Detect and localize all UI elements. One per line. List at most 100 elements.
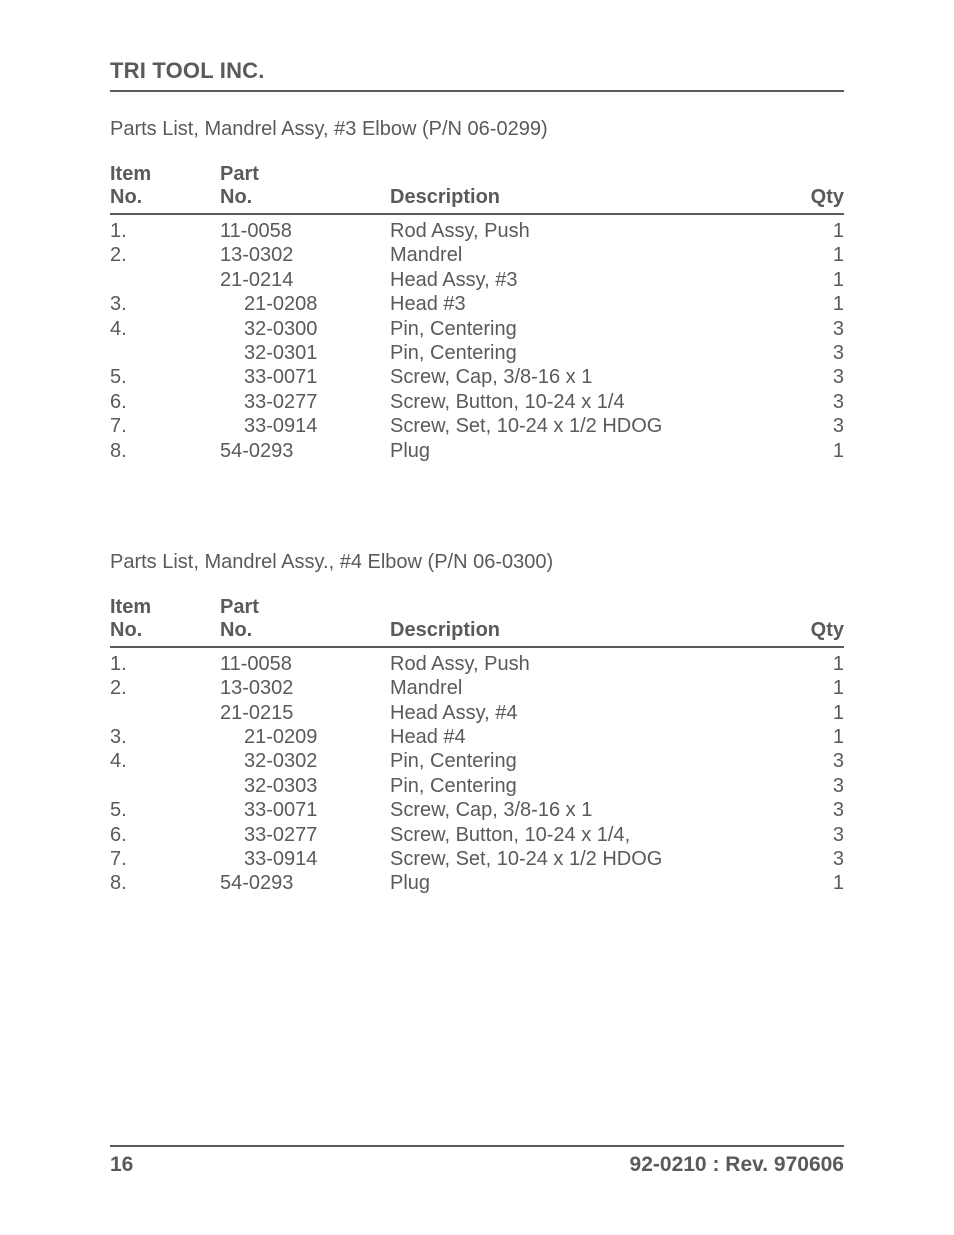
cell-item-no: 8.	[110, 871, 220, 895]
cell-item-no: 1.	[110, 647, 220, 676]
page-number: 16	[110, 1153, 133, 1177]
col-header-line2: Description	[390, 619, 500, 641]
cell-description: Rod Assy, Push	[390, 214, 784, 243]
col-header-line2: Description	[390, 186, 500, 208]
table-row: 4.32-0302Pin, Centering3	[110, 749, 844, 773]
cell-qty: 3	[784, 847, 844, 871]
cell-qty: 1	[784, 268, 844, 292]
col-header-qty: Qty	[784, 163, 844, 214]
table-row: 32-0303Pin, Centering3	[110, 774, 844, 798]
company-header: TRI TOOL INC.	[110, 58, 844, 92]
col-header-line2: No.	[110, 186, 142, 208]
table-row: 7.33-0914Screw, Set, 10-24 x 1/2 HDOG3	[110, 847, 844, 871]
parts-table: Item No. Part No. Description Qty 1.11-0…	[110, 163, 844, 463]
cell-item-no: 4.	[110, 317, 220, 341]
cell-qty: 1	[784, 243, 844, 267]
cell-part-no: 33-0914	[220, 414, 390, 438]
col-header-item: Item No.	[110, 596, 220, 647]
cell-part-no: 13-0302	[220, 676, 390, 700]
table-row: 21-0214Head Assy, #31	[110, 268, 844, 292]
parts-table: Item No. Part No. Description Qty 1.11-0…	[110, 596, 844, 896]
cell-qty: 1	[784, 676, 844, 700]
doc-revision: 92-0210 : Rev. 970606	[630, 1153, 844, 1177]
table-row: 6.33-0277Screw, Button, 10-24 x 1/4,3	[110, 823, 844, 847]
cell-part-no: 21-0215	[220, 701, 390, 725]
cell-part-no: 21-0208	[220, 292, 390, 316]
col-header-item: Item No.	[110, 163, 220, 214]
cell-description: Rod Assy, Push	[390, 647, 784, 676]
cell-item-no	[110, 268, 220, 292]
parts-list-title: Parts List, Mandrel Assy., #4 Elbow (P/N…	[110, 551, 844, 574]
cell-qty: 1	[784, 871, 844, 895]
cell-part-no: 33-0277	[220, 390, 390, 414]
cell-item-no: 5.	[110, 365, 220, 389]
cell-item-no: 6.	[110, 390, 220, 414]
cell-part-no: 11-0058	[220, 647, 390, 676]
cell-qty: 1	[784, 647, 844, 676]
cell-qty: 3	[784, 774, 844, 798]
col-header-line2: No.	[220, 186, 252, 208]
table-row: 3.21-0208Head #31	[110, 292, 844, 316]
cell-description: Pin, Centering	[390, 774, 784, 798]
table-row: 1.11-0058Rod Assy, Push1	[110, 214, 844, 243]
cell-item-no	[110, 341, 220, 365]
col-header-line1: Part	[220, 596, 259, 618]
cell-part-no: 54-0293	[220, 871, 390, 895]
table-row: 7.33-0914Screw, Set, 10-24 x 1/2 HDOG3	[110, 414, 844, 438]
cell-part-no: 21-0214	[220, 268, 390, 292]
cell-item-no	[110, 701, 220, 725]
cell-description: Mandrel	[390, 676, 784, 700]
col-header-line1: Part	[220, 163, 259, 185]
table-row: 5.33-0071Screw, Cap, 3/8-16 x 13	[110, 365, 844, 389]
cell-description: Pin, Centering	[390, 341, 784, 365]
cell-part-no: 54-0293	[220, 439, 390, 463]
table-row: 21-0215Head Assy, #41	[110, 701, 844, 725]
cell-description: Head Assy, #3	[390, 268, 784, 292]
cell-qty: 3	[784, 749, 844, 773]
cell-description: Head Assy, #4	[390, 701, 784, 725]
cell-description: Screw, Set, 10-24 x 1/2 HDOG	[390, 847, 784, 871]
page: TRI TOOL INC. Parts List, Mandrel Assy, …	[0, 0, 954, 1235]
cell-item-no: 7.	[110, 847, 220, 871]
cell-description: Screw, Button, 10-24 x 1/4	[390, 390, 784, 414]
col-header-desc: Description	[390, 163, 784, 214]
cell-part-no: 33-0071	[220, 798, 390, 822]
cell-part-no: 32-0301	[220, 341, 390, 365]
cell-item-no: 6.	[110, 823, 220, 847]
table-row: 6.33-0277Screw, Button, 10-24 x 1/43	[110, 390, 844, 414]
cell-qty: 1	[784, 214, 844, 243]
col-header-line2: No.	[110, 619, 142, 641]
cell-qty: 3	[784, 823, 844, 847]
cell-qty: 3	[784, 341, 844, 365]
cell-qty: 1	[784, 701, 844, 725]
table-row: 5.33-0071Screw, Cap, 3/8-16 x 13	[110, 798, 844, 822]
cell-qty: 3	[784, 414, 844, 438]
cell-qty: 3	[784, 365, 844, 389]
cell-qty: 3	[784, 798, 844, 822]
col-header-line2: Qty	[811, 619, 844, 641]
cell-part-no: 33-0914	[220, 847, 390, 871]
cell-item-no: 3.	[110, 292, 220, 316]
cell-part-no: 13-0302	[220, 243, 390, 267]
table-row: 4.32-0300Pin, Centering3	[110, 317, 844, 341]
cell-item-no: 8.	[110, 439, 220, 463]
col-header-part: Part No.	[220, 163, 390, 214]
table-row: 1.11-0058Rod Assy, Push1	[110, 647, 844, 676]
cell-qty: 1	[784, 292, 844, 316]
col-header-line2: Qty	[811, 186, 844, 208]
cell-description: Plug	[390, 871, 784, 895]
cell-part-no: 11-0058	[220, 214, 390, 243]
cell-description: Mandrel	[390, 243, 784, 267]
cell-part-no: 33-0277	[220, 823, 390, 847]
cell-item-no: 2.	[110, 243, 220, 267]
cell-item-no: 5.	[110, 798, 220, 822]
cell-item-no	[110, 774, 220, 798]
cell-description: Screw, Button, 10-24 x 1/4,	[390, 823, 784, 847]
cell-description: Head #4	[390, 725, 784, 749]
cell-description: Plug	[390, 439, 784, 463]
parts-list-title: Parts List, Mandrel Assy, #3 Elbow (P/N …	[110, 118, 844, 141]
cell-item-no: 2.	[110, 676, 220, 700]
parts-table-body: 1.11-0058Rod Assy, Push12.13-0302Mandrel…	[110, 647, 844, 896]
page-footer: 16 92-0210 : Rev. 970606	[110, 1145, 844, 1177]
cell-qty: 3	[784, 317, 844, 341]
